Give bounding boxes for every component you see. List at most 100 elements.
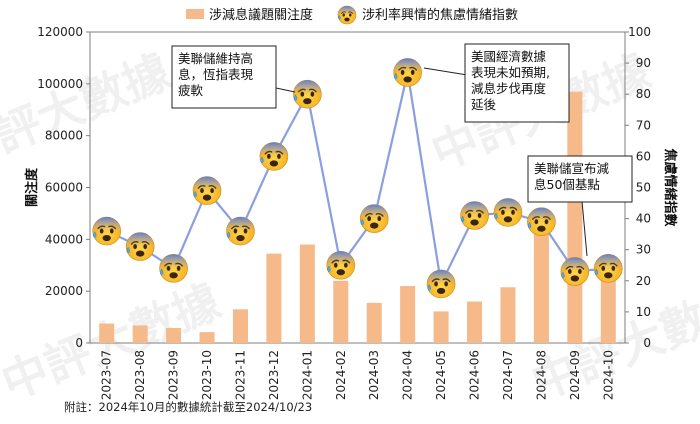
face-mouth (503, 216, 513, 223)
face-eye (410, 69, 415, 75)
right-tick-label: 40 (636, 212, 651, 226)
left-tick-label: 100000 (37, 77, 83, 91)
bar (567, 91, 583, 343)
legend-item-bar: 涉減息議題關注度 (186, 7, 313, 23)
legend-swatch (186, 9, 204, 19)
bar (533, 232, 549, 343)
face-eye (611, 265, 616, 271)
anxious-face-icon (92, 216, 122, 246)
bar (366, 302, 382, 343)
x-tick-label: 2024-09 (568, 350, 582, 400)
legend-item-line: 涉利率興情的焦慮情緒指數 (337, 5, 518, 25)
face-brow (130, 241, 139, 245)
face-mouth (102, 234, 111, 242)
face-eye (511, 209, 515, 215)
face-brow (108, 225, 117, 230)
right-axis-title: 焦慮情緒指數 (662, 147, 678, 226)
annotation-text: 美國經濟數據 (471, 49, 547, 64)
bar (299, 244, 315, 343)
x-tick-label: 2023-09 (167, 350, 181, 400)
face-eye (477, 212, 482, 219)
annotation-text: 美聯儲維持高 (178, 51, 253, 66)
face-sweat (561, 271, 565, 279)
anxious-face-icon (293, 79, 322, 109)
face-eye (444, 281, 448, 287)
footnote: 附註：2024年10月的數據統計截至2024/10/23 (64, 400, 312, 414)
face-eye (166, 265, 171, 271)
face-eye (342, 13, 345, 17)
annotation-text: 表現未如預期, (471, 65, 550, 80)
face-brow (347, 11, 354, 14)
face-eye (243, 228, 248, 234)
face-brow (297, 88, 306, 93)
right-tick-label: 50 (636, 181, 651, 195)
bar (232, 309, 248, 343)
face-brow (364, 213, 373, 217)
face-brow (208, 185, 217, 189)
face-mouth (202, 194, 212, 201)
face-brow (542, 216, 551, 220)
bar (99, 323, 115, 343)
face-brow (197, 185, 206, 189)
face-eye (344, 262, 348, 268)
face-brow (264, 150, 273, 155)
x-tick-label: 2024-07 (501, 350, 515, 400)
bar (199, 332, 215, 343)
left-tick-label: 80000 (45, 129, 83, 143)
face-eye (534, 219, 539, 225)
x-tick-label: 2024-04 (401, 350, 415, 400)
face-brow (97, 225, 106, 230)
x-tick-label: 2024-01 (300, 350, 314, 400)
face-brow (598, 262, 607, 267)
anxious-face-icon (560, 257, 590, 286)
face-eye (501, 209, 505, 215)
face-mouth (537, 225, 546, 232)
face-brow (565, 265, 574, 270)
annotation-box (527, 155, 633, 203)
series-line (106, 71, 609, 286)
left-axis-title: 關注度 (24, 167, 40, 207)
left-tick-label: 20000 (45, 284, 83, 298)
face-mouth (169, 272, 178, 279)
face-sweat (260, 156, 264, 164)
x-tick-label: 2024-02 (334, 350, 348, 400)
face-brow (342, 259, 351, 264)
face-eye (233, 228, 238, 234)
annotation-text: 延後 (471, 97, 497, 112)
face-eye (310, 91, 315, 97)
right-tick-label: 20 (636, 274, 651, 288)
face-mouth (604, 272, 613, 279)
face-eye (300, 91, 305, 97)
bar (266, 253, 282, 343)
x-tick-label: 2024-08 (534, 350, 548, 400)
face-mouth (236, 234, 245, 242)
face-sweat (527, 221, 532, 229)
face-mouth (470, 219, 479, 226)
legend-label: 涉利率興情的焦慮情緒指數 (362, 7, 518, 23)
x-tick-label: 2023-07 (100, 350, 114, 400)
bar (166, 327, 182, 343)
face-brow (476, 209, 484, 214)
face-mouth (135, 250, 145, 257)
face-eye (467, 212, 472, 219)
face-brow (275, 150, 284, 155)
face-mouth (303, 98, 312, 105)
face-brow (231, 225, 239, 230)
right-tick-label: 80 (636, 87, 651, 101)
bar (600, 265, 616, 343)
face-brow (409, 66, 418, 71)
face-sweat (360, 218, 364, 226)
face-mouth (403, 76, 412, 83)
face-eye (377, 216, 382, 222)
anxious-face-icon (493, 198, 523, 227)
right-tick-label: 90 (636, 56, 651, 70)
x-tick-label: 2023-08 (133, 350, 147, 400)
face-brow (498, 206, 507, 211)
face-brow (576, 265, 585, 270)
face-brow (431, 278, 440, 283)
x-tick-label: 2024-06 (468, 350, 482, 400)
annotation-box (171, 45, 277, 109)
anxious-face-icon (593, 254, 623, 283)
